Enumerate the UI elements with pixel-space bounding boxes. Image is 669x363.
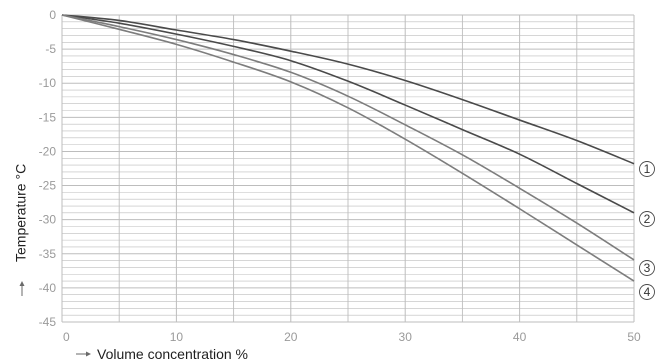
- series-line-3: [61, 14, 635, 261]
- y-tick-label: -5: [45, 42, 56, 56]
- y-tick-label: -40: [39, 281, 57, 295]
- series-line-2: [61, 14, 635, 214]
- x-axis-tick-labels: 0 10 20 30 40 50: [63, 330, 641, 344]
- y-axis-arrow-icon: [19, 281, 25, 296]
- series-line-4: [61, 14, 635, 282]
- x-tick-label: 10: [170, 330, 184, 344]
- series-line-1: [61, 14, 635, 165]
- x-axis-arrow-icon: [76, 351, 91, 357]
- series-marker-label: 1: [644, 162, 651, 176]
- y-tick-label: -35: [39, 247, 57, 261]
- series-lines: [61, 14, 635, 282]
- series-marker-2: 2: [639, 211, 655, 227]
- y-tick-label: -15: [39, 110, 57, 124]
- y-tick-label: -45: [39, 315, 57, 329]
- y-tick-label: 0: [49, 8, 56, 22]
- series-marker-circle: [639, 161, 655, 177]
- y-tick-label: -30: [39, 213, 57, 227]
- x-tick-label: 30: [399, 330, 413, 344]
- series-markers: 1 2 3 4: [639, 161, 655, 300]
- series-marker-label: 2: [644, 212, 651, 226]
- y-axis-title-group: Temperature °C: [13, 164, 29, 262]
- y-axis-title: Temperature °C: [13, 164, 29, 262]
- y-tick-label: -10: [39, 76, 57, 90]
- x-axis-title: Volume concentration %: [97, 346, 248, 362]
- series-marker-4: 4: [639, 284, 655, 300]
- y-tick-label: -25: [39, 179, 57, 193]
- y-axis-tick-labels: 0 -5 -10 -15 -20 -25 -30 -35 -40 -45: [39, 8, 57, 329]
- x-tick-label: 0: [63, 330, 70, 344]
- series-marker-label: 4: [644, 285, 651, 299]
- series-marker-circle: [639, 260, 655, 276]
- series-marker-1: 1: [639, 161, 655, 177]
- series-marker-circle: [639, 284, 655, 300]
- y-tick-label: -20: [39, 144, 57, 158]
- x-tick-label: 40: [513, 330, 527, 344]
- series-marker-label: 3: [644, 261, 651, 275]
- series-marker-circle: [639, 211, 655, 227]
- x-tick-label: 20: [284, 330, 298, 344]
- x-tick-label: 50: [627, 330, 641, 344]
- series-marker-3: 3: [639, 260, 655, 276]
